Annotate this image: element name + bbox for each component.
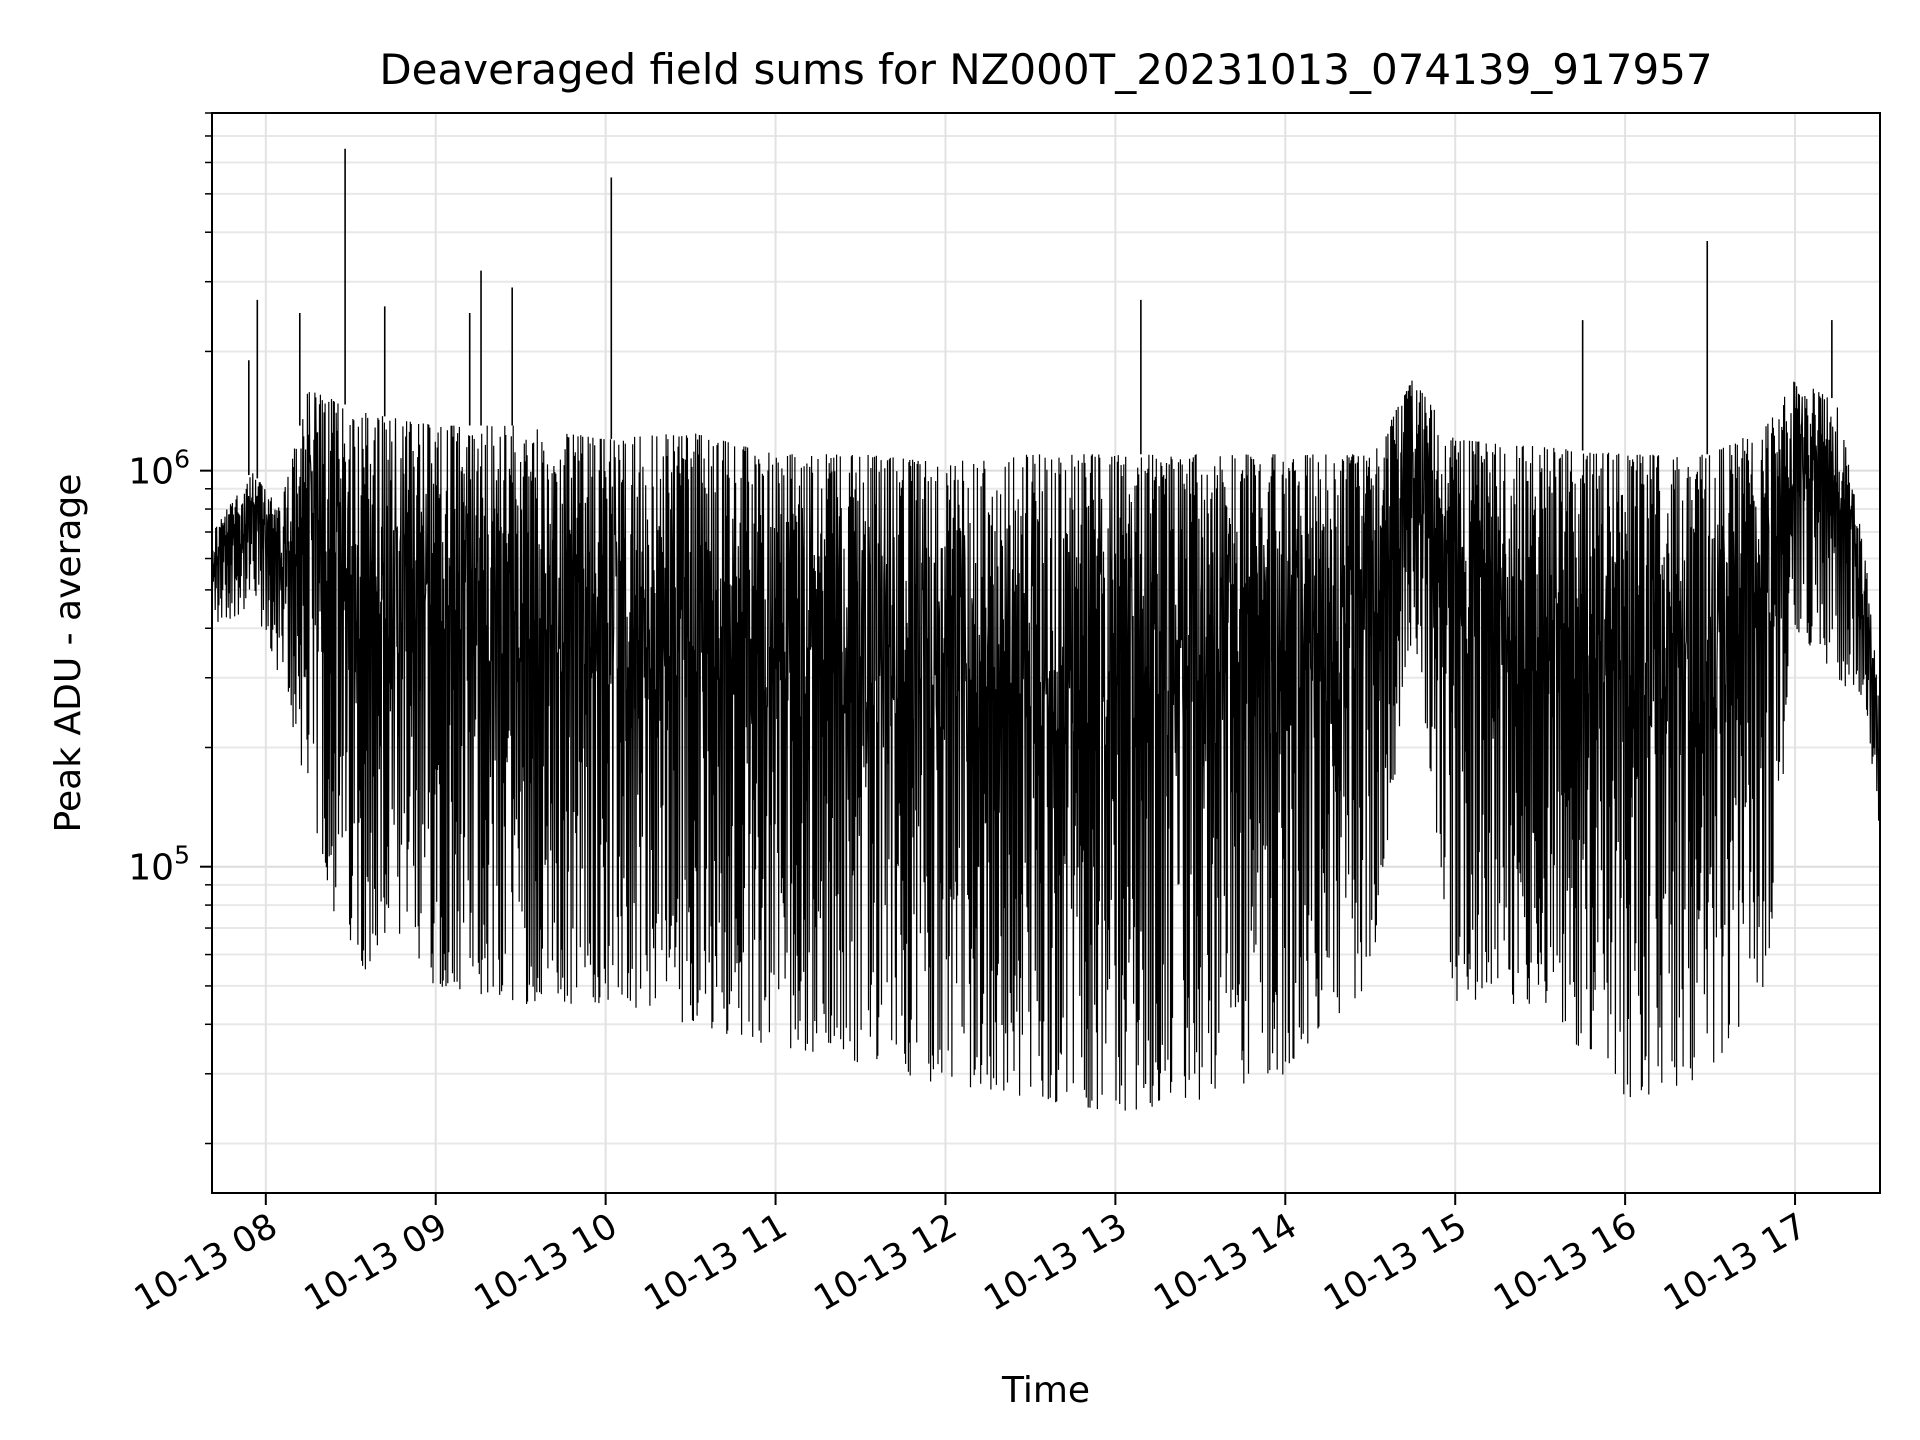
y-tick-base: 10 xyxy=(128,452,174,493)
y-tick-exponent: 5 xyxy=(174,841,190,870)
y-tick-exponent: 6 xyxy=(174,445,190,474)
y-tick-base: 10 xyxy=(128,848,174,889)
y-axis-label: Peak ADU - average xyxy=(48,474,89,833)
plot-frame xyxy=(211,112,1881,1194)
series-trace xyxy=(211,380,1881,1111)
series-line xyxy=(211,148,1881,1111)
y-tick-label: 105 xyxy=(128,841,190,889)
chart-title: Deaveraged field sums for NZ000T_2023101… xyxy=(379,45,1712,94)
x-axis-label: Time xyxy=(1001,1370,1090,1411)
y-tick-label: 106 xyxy=(128,445,190,493)
